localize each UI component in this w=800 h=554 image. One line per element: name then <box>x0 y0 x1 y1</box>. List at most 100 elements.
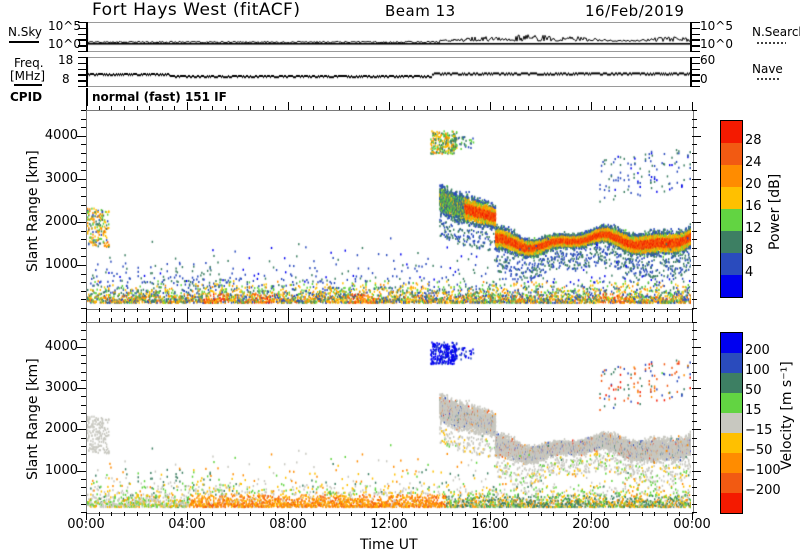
velocity-ytick-4000: 4000 <box>44 338 78 354</box>
velocity-colorbar-band <box>721 473 742 493</box>
power-colorbar-band <box>721 231 742 253</box>
cpid-left-axis <box>86 88 88 106</box>
velocity-colorbar-tick-neg15: −15 <box>745 423 773 438</box>
mini-panel-tick <box>692 74 700 76</box>
mini-panel-tick <box>78 45 86 47</box>
mini-panel-tick <box>78 51 86 53</box>
mini-panel-tick <box>692 27 700 30</box>
velocity-colorbar-tick-neg200: −200 <box>745 483 781 498</box>
power-colorbar-band <box>721 253 742 275</box>
power-colorbar <box>720 120 743 298</box>
mini-panel-tick <box>78 74 86 76</box>
freq-ybot-right: 0 <box>700 72 708 86</box>
velocity-colorbar-tick-neg50: −50 <box>745 443 773 458</box>
velocity-colorbar-tick-15: 15 <box>745 403 762 418</box>
xaxis-tick-0400: 04:00 <box>168 517 206 532</box>
xaxis-tick-0000: 00:00 <box>673 517 711 532</box>
freq-right-label: Nave <box>752 62 783 76</box>
noise-left-label: N.Sky <box>8 25 43 39</box>
velocity-ytick-1000: 1000 <box>44 462 78 478</box>
mini-panel-tick <box>78 57 86 59</box>
velocity-colorbar-tick-100: 100 <box>745 363 770 378</box>
power-ytick-2000: 2000 <box>44 213 78 229</box>
power-colorbar-band <box>721 143 742 165</box>
noise-panel <box>86 22 692 52</box>
power-colorbar-tick-12: 12 <box>745 221 762 236</box>
velocity-colorbar-band <box>721 353 742 373</box>
noise-right-label: N.Search <box>752 25 800 39</box>
xaxis-tick-1600: 16:00 <box>471 517 509 532</box>
mini-panel-tick <box>692 39 700 41</box>
freq-ybot-left: 8 <box>62 72 70 86</box>
cpid-label: CPID <box>10 90 43 104</box>
power-colorbar-band <box>721 121 742 143</box>
velocity-plot-panel[interactable] <box>86 322 694 514</box>
noise-ytop-right: 10^5 <box>700 19 733 33</box>
freq-top-rule <box>86 57 692 58</box>
power-colorbar-tick-16: 16 <box>745 199 762 214</box>
xaxis-tick-2000: 20:00 <box>572 517 610 532</box>
mini-panel-tick <box>78 80 86 82</box>
power-colorbar-band <box>721 165 742 187</box>
freq-bottom-rule <box>86 86 692 87</box>
mini-panel-tick <box>78 39 86 41</box>
frequency-panel <box>86 57 692 87</box>
power-colorbar-tick-28: 28 <box>745 133 762 148</box>
mini-panel-tick <box>692 80 700 82</box>
velocity-colorbar-band <box>721 453 742 473</box>
xaxis-tick-0000: 00:00 <box>67 517 105 532</box>
mini-panel-tick <box>692 68 700 70</box>
noise-ytop-left: 10^5 <box>48 19 81 33</box>
velocity-colorbar-band <box>721 373 742 393</box>
noise-top-rule <box>86 22 692 23</box>
nave-line-sample <box>756 78 780 80</box>
noise-ybot-right: 10^0 <box>700 37 733 51</box>
noise-bottom-rule <box>86 51 692 52</box>
velocity-ytick-2000: 2000 <box>44 421 78 437</box>
nsky-line-sample <box>9 41 39 43</box>
freq-ytop-left: 18 <box>58 53 74 67</box>
power-ytick-4000: 4000 <box>44 127 78 143</box>
velocity-colorbar-band <box>721 333 742 353</box>
beam-label: Beam 13 <box>385 2 456 20</box>
mini-panel-tick <box>78 68 86 70</box>
noise-ybot-left: 10^0 <box>48 37 81 51</box>
velocity-colorbar-tick-neg100: −100 <box>745 463 781 478</box>
mini-panel-tick <box>78 86 86 88</box>
mini-panel-tick <box>78 33 86 35</box>
mini-panel-tick <box>692 62 700 65</box>
power-colorbar-tick-4: 4 <box>745 265 754 280</box>
mini-panel-tick <box>692 86 700 88</box>
page-title: Fort Hays West (fitACF) <box>92 0 301 20</box>
freq-left-label-1: Freq. <box>14 56 44 70</box>
mini-panel-tick <box>692 33 700 35</box>
power-colorbar-tick-24: 24 <box>745 155 762 170</box>
mini-panel-tick <box>78 22 86 24</box>
velocity-ytick-3000: 3000 <box>44 380 78 396</box>
velocity-colorbar-tick-50: 50 <box>745 383 762 398</box>
power-ytick-3000: 3000 <box>44 170 78 186</box>
velocity-colorbar <box>720 332 743 514</box>
mini-panel-tick <box>78 27 86 30</box>
power-colorbar-band <box>721 209 742 231</box>
nsearch-line-sample <box>756 42 786 44</box>
mini-panel-tick <box>692 51 700 53</box>
velocity-colorbar-title: Velocity [m s⁻¹] <box>779 361 795 470</box>
xaxis-title: Time UT <box>360 537 418 553</box>
power-plot-panel[interactable] <box>86 110 694 310</box>
freq-left-label-2: [MHz] <box>10 69 46 83</box>
xaxis-tick-0800: 08:00 <box>269 517 307 532</box>
cpid-value: normal (fast) 151 IF <box>92 90 227 104</box>
mini-panel-tick <box>692 57 700 59</box>
power-colorbar-band <box>721 275 742 297</box>
velocity-colorbar-tick-200: 200 <box>745 343 770 358</box>
velocity-colorbar-band <box>721 493 742 513</box>
freq-left-axis <box>86 57 88 87</box>
noise-right-axis <box>690 22 692 52</box>
power-colorbar-tick-8: 8 <box>745 243 754 258</box>
date-label: 16/Feb/2019 <box>585 2 685 20</box>
xaxis-tick-1200: 12:00 <box>370 517 408 532</box>
